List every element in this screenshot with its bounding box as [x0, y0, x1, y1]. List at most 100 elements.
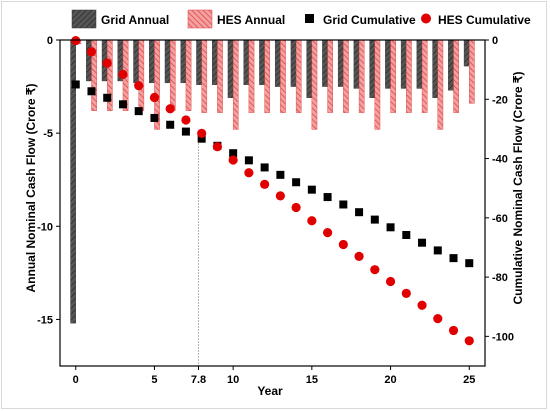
point-grid-cumulative — [229, 149, 238, 158]
bar-grid-annual — [86, 39, 92, 82]
x-tick-label: 15 — [306, 374, 318, 386]
bar-hes-annual — [138, 39, 145, 111]
x-axis-label: Year — [257, 384, 283, 398]
bar-grid-annual — [432, 39, 438, 98]
x-tick-label: 10 — [227, 374, 239, 386]
legend-swatch-grid-annual — [71, 9, 97, 29]
y-right-tick-label: -80 — [492, 272, 508, 284]
point-grid-cumulative — [260, 163, 269, 172]
legend-label-grid-cumulative: Grid Cumulative — [323, 13, 416, 27]
point-grid-cumulative — [181, 127, 190, 136]
bar-grid-annual — [416, 39, 423, 89]
point-grid-cumulative — [197, 134, 206, 143]
legend-label-hes-annual: HES Annual — [217, 13, 285, 27]
axes-layer: 0 5 7.8 10 15 20 25 0 -5 -10 -15 0 -20 -40 -60 -80 -100 — [37, 35, 514, 386]
bar-hes-annual — [437, 39, 444, 130]
bar-hes-annual — [185, 39, 192, 111]
y-left-tick-label: -15 — [37, 314, 53, 326]
x-tick-label: 0 — [73, 374, 79, 386]
point-hes-cumulative — [197, 128, 207, 138]
bar-grid-annual — [463, 39, 470, 67]
point-grid-cumulative — [386, 223, 395, 232]
bar-grid-annual — [385, 39, 391, 89]
y-left-tick-label: 0 — [47, 35, 53, 47]
bar-hes-annual — [327, 39, 333, 113]
point-hes-cumulative — [181, 115, 191, 125]
point-hes-cumulative — [291, 202, 301, 213]
point-grid-cumulative — [134, 107, 143, 116]
legend: Grid Annual HES Annual Grid Cumulative H… — [71, 9, 531, 29]
bar-grid-annual — [149, 39, 155, 84]
point-hes-cumulative — [401, 288, 411, 298]
point-hes-cumulative — [102, 58, 112, 68]
y-right-tick-label: -60 — [492, 213, 508, 225]
point-grid-cumulative — [307, 185, 316, 194]
bar-grid-annual — [322, 39, 328, 87]
point-hes-cumulative — [464, 336, 474, 346]
point-hes-cumulative — [134, 81, 144, 91]
point-hes-cumulative — [275, 191, 285, 201]
bar-grid-annual — [227, 39, 234, 98]
bar-grid-annual — [180, 39, 187, 84]
bar-grid-annual — [164, 39, 171, 84]
bar-hes-annual — [280, 39, 286, 113]
x-tick-label: 7.8 — [191, 374, 206, 386]
bar-hes-annual — [421, 39, 428, 113]
point-grid-cumulative — [71, 80, 80, 89]
point-hes-cumulative — [260, 179, 270, 189]
point-hes-cumulative — [448, 325, 459, 336]
point-hes-cumulative — [354, 251, 364, 261]
point-hes-cumulative — [338, 239, 348, 250]
bar-hes-annual — [248, 39, 255, 113]
y-right-tick-label: -20 — [492, 94, 508, 106]
plot-area-border — [59, 39, 486, 367]
bar-hes-annual — [311, 39, 318, 130]
bar-grid-annual — [337, 39, 344, 87]
bar-hes-annual — [406, 39, 412, 113]
bar-grid-annual — [306, 39, 313, 98]
bar-hes-annual — [169, 39, 176, 111]
bar-grid-annual — [290, 39, 297, 87]
bar-hes-annual — [201, 39, 208, 113]
y-left-tick-label: -10 — [37, 221, 53, 233]
point-grid-cumulative — [87, 87, 96, 96]
point-grid-cumulative — [370, 215, 379, 224]
legend-label-grid-annual: Grid Annual — [101, 13, 169, 27]
bar-grid-annual — [400, 39, 407, 89]
point-hes-cumulative — [118, 69, 128, 79]
point-hes-cumulative — [212, 142, 223, 152]
point-hes-cumulative — [385, 276, 396, 287]
bar-hes-annual — [264, 39, 271, 113]
bar-grid-annual — [259, 39, 265, 85]
point-grid-cumulative — [323, 193, 332, 202]
point-hes-cumulative — [165, 104, 175, 114]
bar-hes-annual — [295, 39, 302, 113]
point-grid-cumulative — [166, 120, 175, 129]
point-grid-cumulative — [292, 178, 301, 187]
x-tick-label: 5 — [151, 374, 157, 386]
bar-grid-annual — [369, 39, 376, 98]
bar-grid-annual — [243, 39, 250, 85]
point-grid-cumulative — [355, 208, 364, 217]
legend-swatch-hes-annual — [187, 9, 213, 29]
point-hes-cumulative — [322, 228, 333, 238]
point-grid-cumulative — [118, 100, 127, 109]
legend-marker-grid-cumulative — [305, 14, 314, 23]
bar-hes-annual — [232, 39, 239, 130]
y-right-tick-label: -40 — [492, 154, 508, 166]
point-grid-cumulative — [449, 254, 458, 263]
point-grid-cumulative — [402, 231, 411, 240]
point-grid-cumulative — [418, 238, 427, 247]
point-grid-cumulative — [150, 113, 159, 122]
point-hes-cumulative — [307, 216, 317, 226]
point-grid-cumulative — [433, 246, 442, 255]
point-hes-cumulative — [370, 265, 380, 275]
y-right-tick-label: 0 — [492, 35, 498, 47]
point-grid-cumulative — [244, 156, 253, 165]
y-right-axis-label: Cumulative Nominal Cash Flow (Crore ₹) — [511, 71, 525, 304]
bar-hes-annual — [358, 39, 365, 113]
point-hes-cumulative — [228, 155, 238, 165]
bar-grid-annual — [212, 39, 218, 85]
bars-layer — [70, 39, 475, 324]
